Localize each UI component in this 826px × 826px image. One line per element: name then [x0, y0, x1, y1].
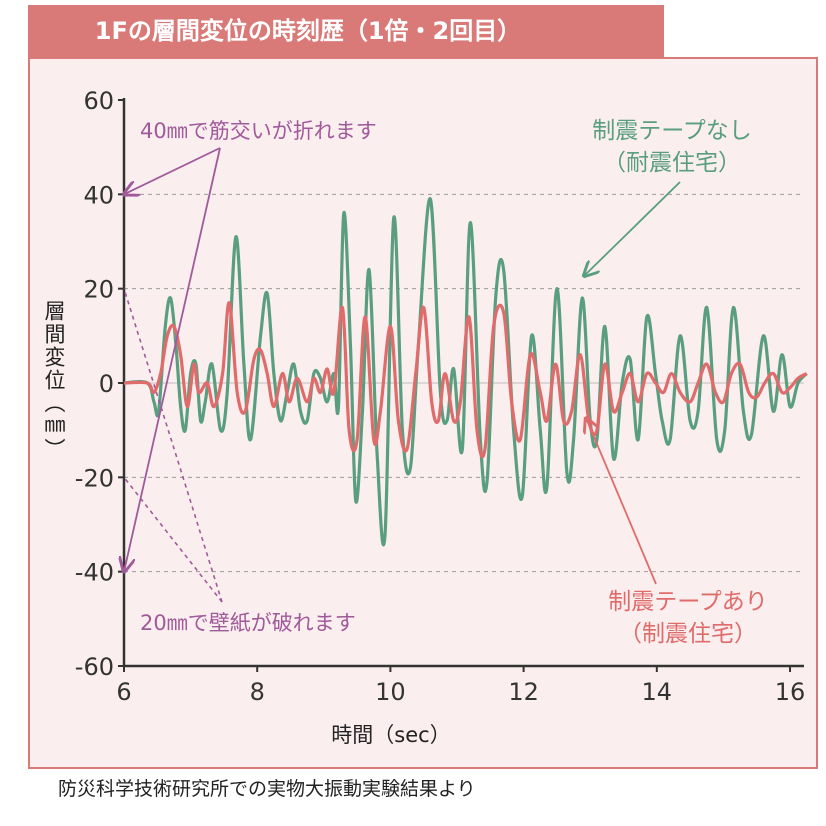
- label-with-tape: 制震テープあり: [608, 589, 768, 615]
- series-line-no-tape: [123, 197, 808, 547]
- axes: 60 40 20 0 -20 -40 -606 8 10 12 14 16: [75, 87, 805, 706]
- x-axis-title: 時間（sec）: [331, 723, 450, 747]
- x-tick-label: 16: [775, 678, 806, 706]
- y-tick-label: 60: [83, 87, 114, 115]
- source-note: 防災科学技術研究所での実物大振動実験結果より: [58, 778, 476, 800]
- annotations: 40㎜で筋交いが折れます 20㎜で壁紙が破れます 制震テープなし （耐震住宅） 制震テー…: [124, 118, 768, 647]
- series-line-with-tape: [123, 301, 808, 459]
- y-tick-label: 0: [99, 370, 114, 398]
- y-tick-label: 40: [83, 181, 114, 209]
- arrow-40mm-upper: [124, 147, 221, 194]
- y-tick-label: -40: [75, 559, 114, 587]
- labels: 時間（sec） 層間変位（㎜）: [42, 300, 451, 747]
- annotation-20mm: 20㎜で壁紙が破れます: [140, 611, 356, 635]
- label-no-tape-sub: （耐震住宅）: [603, 150, 741, 176]
- label-with-tape-sub: （制震住宅）: [619, 621, 757, 647]
- arrow-no-tape: [584, 181, 681, 276]
- series-lines: [123, 197, 808, 547]
- chart-title: 1Fの層間変位の時刻歴（1倍・2回目）: [94, 17, 522, 45]
- arrow-20mm-lower: [123, 476, 223, 603]
- y-tick-label: -60: [75, 653, 114, 681]
- x-tick-label: 14: [642, 678, 673, 706]
- title-banner: 1Fの層間変位の時刻歴（1倍・2回目）: [28, 5, 664, 57]
- arrow-20mm-upper: [123, 288, 223, 603]
- y-tick-label: 20: [83, 276, 114, 304]
- y-axis-title: 層間変位（㎜）: [42, 300, 66, 461]
- x-tick-label: 12: [508, 678, 539, 706]
- arrow-40mm-lower: [124, 147, 221, 572]
- x-tick-label: 6: [116, 678, 131, 706]
- label-no-tape: 制震テープなし: [592, 118, 752, 144]
- annotation-40mm: 40㎜で筋交いが折れます: [140, 119, 377, 143]
- x-tick-label: 8: [250, 678, 265, 706]
- x-tick-label: 10: [375, 678, 406, 706]
- arrow-with-tape: [586, 418, 657, 585]
- y-tick-label: -20: [75, 464, 114, 492]
